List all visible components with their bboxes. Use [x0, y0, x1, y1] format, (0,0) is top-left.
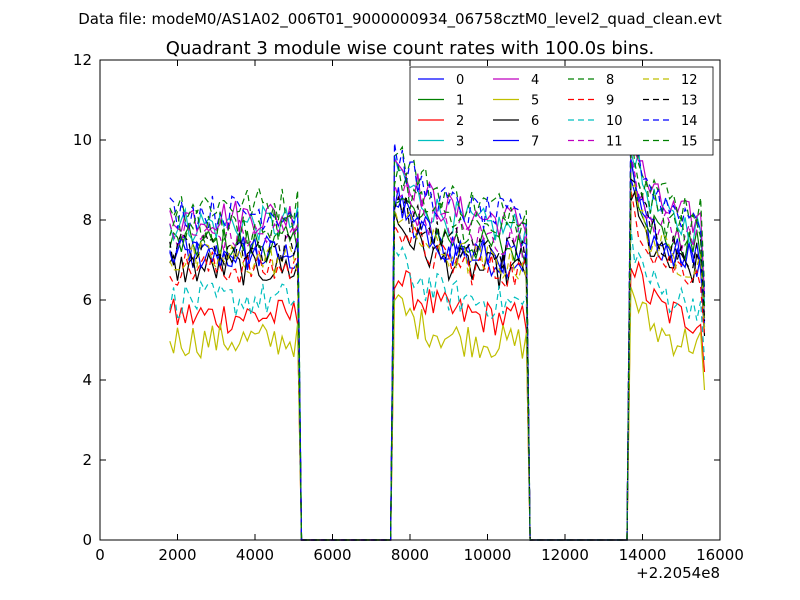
legend-label-13: 13	[681, 94, 698, 109]
y-tick-label: 12	[73, 51, 92, 69]
legend-label-0: 0	[456, 73, 464, 88]
x-tick-label: 6000	[313, 546, 351, 564]
x-tick-label: 16000	[696, 546, 744, 564]
x-tick-label: 10000	[464, 546, 512, 564]
series-line-12	[169, 182, 706, 541]
legend-label-1: 1	[456, 94, 464, 109]
x-tick-label: 4000	[236, 546, 274, 564]
legend-label-15: 15	[681, 135, 698, 150]
y-tick-label: 4	[82, 371, 92, 389]
series-line-5	[169, 286, 706, 541]
plot-area	[169, 105, 706, 541]
legend-label-14: 14	[681, 114, 698, 129]
x-tick-label: 14000	[619, 546, 667, 564]
x-tick-label: 0	[95, 546, 105, 564]
x-tick-label: 12000	[541, 546, 589, 564]
x-tick-label: 8000	[391, 546, 429, 564]
y-tick-label: 0	[82, 531, 92, 549]
y-tick-label: 8	[82, 211, 92, 229]
chart-title: Quadrant 3 module wise count rates with …	[166, 38, 655, 59]
legend-label-3: 3	[456, 135, 464, 150]
legend-label-4: 4	[531, 73, 539, 88]
series-line-3	[169, 150, 706, 541]
legend-label-10: 10	[606, 114, 623, 129]
legend-label-9: 9	[606, 94, 614, 109]
figure-suptitle: Data file: modeM0/AS1A02_006T01_90000009…	[78, 10, 722, 29]
y-tick-label: 6	[82, 291, 92, 309]
legend-label-2: 2	[456, 114, 464, 129]
y-tick-label: 2	[82, 451, 92, 469]
axes: 0 2000 4000 6000 8000 10000 12000 14000 16000 0 2 4…	[73, 51, 744, 582]
series-line-15	[169, 130, 706, 541]
legend-label-12: 12	[681, 73, 698, 88]
legend-label-11: 11	[606, 135, 623, 150]
series-line-8	[169, 121, 706, 541]
legend-label-8: 8	[606, 73, 614, 88]
series-line-13	[169, 177, 706, 541]
series-line-10	[169, 228, 706, 541]
series-line-2	[169, 260, 706, 541]
legend-label-7: 7	[531, 135, 539, 150]
legend-label-6: 6	[531, 114, 539, 129]
legend-box	[409, 66, 714, 156]
x-tick-label: 2000	[158, 546, 196, 564]
series-line-0	[169, 178, 706, 541]
y-tick-label: 10	[73, 131, 92, 149]
series-line-9	[169, 189, 706, 541]
series-line-14	[169, 105, 706, 541]
x-offset-label: +2.2054e8	[636, 564, 720, 582]
legend-label-5: 5	[531, 94, 539, 109]
